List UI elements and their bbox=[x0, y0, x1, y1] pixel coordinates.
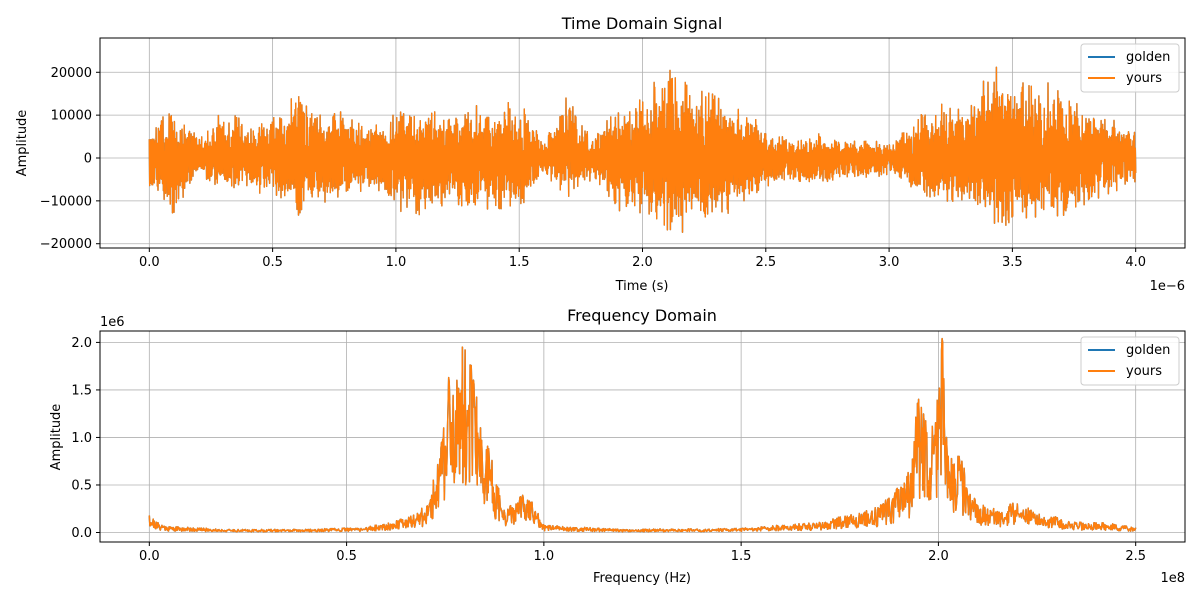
x-tick-label: 2.0 bbox=[632, 255, 653, 270]
y-tick-label: 1.0 bbox=[71, 431, 92, 446]
x-tick-label: 0.0 bbox=[139, 255, 160, 270]
ticks: 0.0 0.5 1.0 1.5 2.0 2.5 3.0 3.5 4.0 −20000 −10000 0… bbox=[40, 66, 1146, 270]
grid bbox=[100, 331, 1185, 542]
y-tick-label: 1.5 bbox=[71, 383, 92, 398]
x-tick-label: 3.0 bbox=[879, 255, 900, 270]
x-tick-label: 1.5 bbox=[731, 549, 752, 564]
ticks: 0.0 0.5 1.0 1.5 2.0 2.5 0.0 0.5 1.0 1.5 2.0 bbox=[71, 336, 1146, 564]
x-tick-label: 1.5 bbox=[509, 255, 530, 270]
chart-title: Time Domain Signal bbox=[561, 14, 723, 33]
plot-data bbox=[148, 337, 1137, 533]
x-tick-label: 4.0 bbox=[1125, 255, 1146, 270]
x-offset-label: 1e8 bbox=[1160, 571, 1185, 586]
legend: golden yours bbox=[1080, 43, 1180, 93]
frequency-domain-chart: Frequency Domain 1e6 Frequency (Hz) Ampl… bbox=[49, 306, 1186, 586]
y-axis-label: Amplitude bbox=[15, 110, 30, 177]
legend-yours-label: yours bbox=[1126, 71, 1162, 86]
series-line-yours bbox=[148, 337, 1137, 533]
y-tick-label: 10000 bbox=[51, 109, 92, 124]
legend: golden yours bbox=[1080, 336, 1180, 386]
plot-data bbox=[148, 66, 1137, 233]
x-tick-label: 0.5 bbox=[262, 255, 283, 270]
legend-golden-label: golden bbox=[1126, 343, 1170, 358]
x-tick-label: 1.0 bbox=[386, 255, 407, 270]
y-offset-label: 1e6 bbox=[100, 315, 125, 330]
x-offset-label: 1e−6 bbox=[1150, 279, 1185, 294]
x-tick-label: 0.0 bbox=[139, 549, 160, 564]
x-tick-label: 2.5 bbox=[755, 255, 776, 270]
y-tick-label: −20000 bbox=[40, 237, 92, 252]
x-tick-label: 2.0 bbox=[928, 549, 949, 564]
plot-frame bbox=[99, 330, 1186, 543]
legend-golden-label: golden bbox=[1126, 50, 1170, 65]
x-axis-label: Frequency (Hz) bbox=[593, 571, 691, 586]
x-tick-label: 3.5 bbox=[1002, 255, 1023, 270]
x-axis-label: Time (s) bbox=[615, 279, 669, 294]
x-tick-label: 0.5 bbox=[336, 549, 357, 564]
y-tick-label: 0.5 bbox=[71, 478, 92, 493]
time-domain-chart: Time Domain Signal Time (s) Amplitude 1e… bbox=[15, 14, 1186, 294]
chart-title: Frequency Domain bbox=[567, 306, 717, 325]
y-tick-label: 20000 bbox=[51, 66, 92, 81]
x-tick-label: 2.5 bbox=[1125, 549, 1146, 564]
y-tick-label: 0 bbox=[84, 152, 92, 167]
y-tick-label: 0.0 bbox=[71, 526, 92, 541]
y-tick-label: −10000 bbox=[40, 194, 92, 209]
legend-yours-label: yours bbox=[1126, 364, 1162, 379]
y-tick-label: 2.0 bbox=[71, 336, 92, 351]
series-line-yours bbox=[148, 66, 1137, 233]
y-axis-label: Amplitude bbox=[49, 404, 64, 471]
x-tick-label: 1.0 bbox=[534, 549, 555, 564]
